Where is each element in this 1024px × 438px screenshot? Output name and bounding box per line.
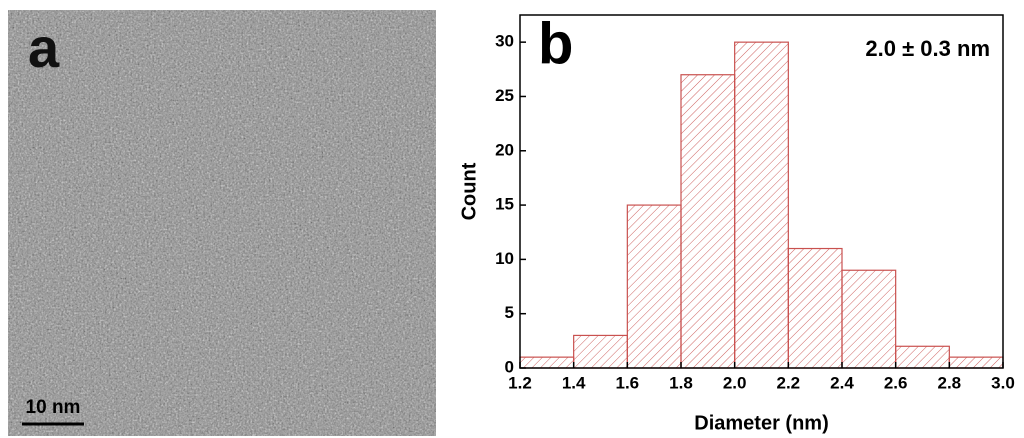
panel-label: a [28,16,60,79]
x-tick-label: 2.6 [884,373,908,392]
bar [680,74,736,369]
y-tick-label: 5 [505,303,514,322]
y-tick-label: 15 [495,195,514,214]
x-tick-label: 1.6 [616,373,640,392]
bar [573,334,628,369]
bar [895,345,950,369]
scale-bar-label: 10 nm [26,397,81,418]
y-tick-label: 10 [495,249,514,268]
bar [519,356,575,369]
tem-image [8,10,436,436]
bar [734,41,789,369]
x-tick-label: 2.8 [938,373,962,392]
x-tick-label: 1.2 [508,373,532,392]
y-tick-label: 30 [495,32,514,51]
panel-label: b [538,11,573,76]
x-axis-label: Diameter (nm) [694,412,828,434]
y-axis-label: Count [458,162,480,220]
y-tick-label: 25 [495,86,514,105]
bar [787,247,843,369]
x-tick-label: 2.4 [830,373,854,392]
bar [948,356,1004,369]
x-tick-label: 2.0 [723,373,747,392]
annotation: 2.0 ± 0.3 nm [865,36,990,61]
bar [841,269,897,369]
bar [626,204,682,369]
y-tick-label: 20 [495,140,514,159]
histogram-plot: 1.2 1.4 1.6 1.8 2.0 2.2 2.4 2.6 2.8 3.0 0 5 10 15 20 25… [458,11,1015,434]
y-tick-label: 0 [505,357,514,376]
x-tick-label: 1.4 [562,373,586,392]
x-tick-label: 1.8 [669,373,693,392]
x-tick-label: 2.2 [777,373,801,392]
x-tick-label: 3.0 [991,373,1015,392]
plot-frame [519,14,1004,369]
